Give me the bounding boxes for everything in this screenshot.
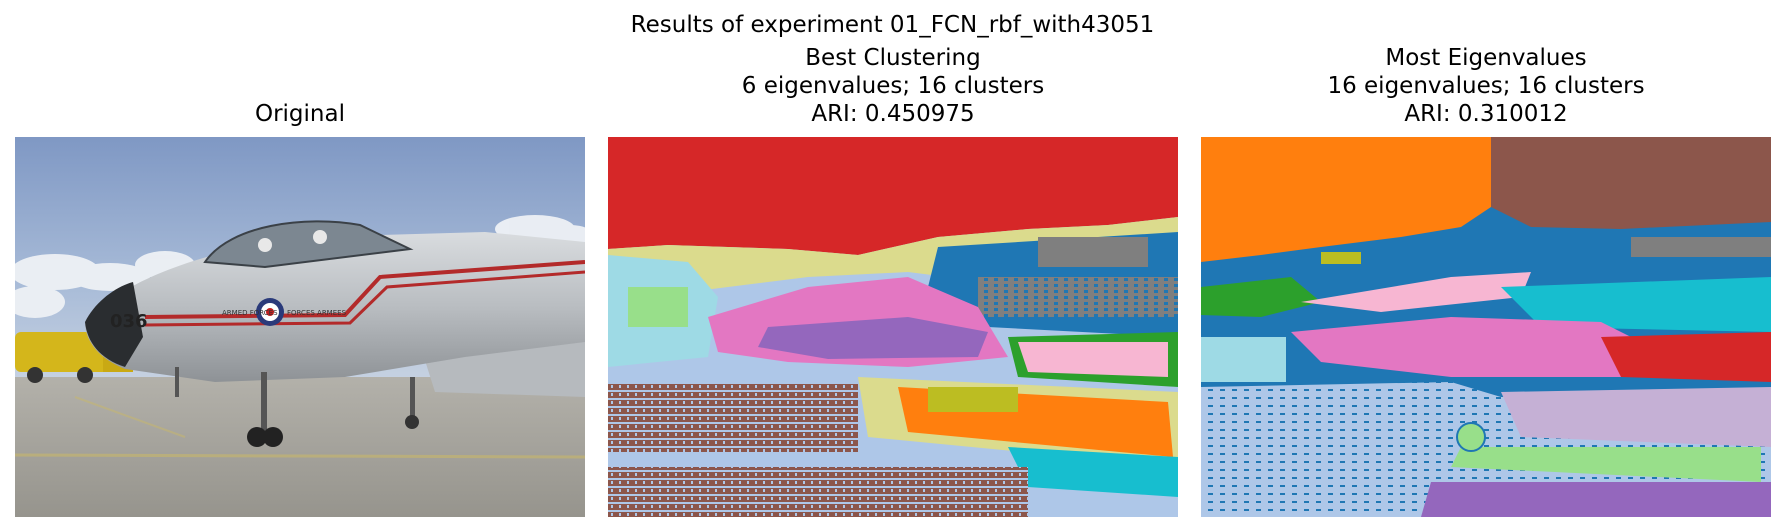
panel-title-original: Original <box>15 100 585 128</box>
original-photo: ARMED FORCES FORCES ARMEES 036 <box>15 137 585 517</box>
nose-cone <box>85 282 143 367</box>
panel-title-line: 6 eigenvalues; 16 clusters <box>741 73 1045 99</box>
panel-title-line: Best Clustering <box>805 45 981 71</box>
panel-title-line: Most Eigenvalues <box>1385 45 1587 71</box>
panel-title-most-eigenvalues: Most Eigenvalues 16 eigenvalues; 16 clus… <box>1201 44 1771 128</box>
roundel <box>256 298 284 326</box>
panel-title-best-clustering: Best Clustering 6 eigenvalues; 16 cluste… <box>608 44 1178 128</box>
panel-title-line: ARI: 0.450975 <box>811 101 975 127</box>
figure-suptitle: Results of experiment 01_FCN_rbf_with430… <box>630 12 1155 38</box>
segmentation-map-best <box>608 137 1178 517</box>
segment-sky-left <box>1201 137 1491 262</box>
canopy <box>203 220 414 269</box>
best-clustering-panel <box>608 137 1178 517</box>
original-image-panel: ARMED FORCES FORCES ARMEES 036 <box>15 137 585 517</box>
panel-title-line: Original <box>254 101 345 127</box>
panel-title-line: 16 eigenvalues; 16 clusters <box>1327 73 1645 99</box>
segment-sky <box>608 137 1178 255</box>
landing-gear <box>175 367 419 447</box>
roundel-text-right: FORCES ARMEES <box>287 309 347 317</box>
segmentation-map-most <box>1201 137 1771 517</box>
segment-sky-right <box>1491 137 1771 229</box>
roundel-text-left: ARMED FORCES <box>222 309 278 317</box>
panel-title-line: ARI: 0.310012 <box>1404 101 1568 127</box>
tail-number: 036 <box>110 311 148 332</box>
tarmac <box>15 377 585 517</box>
most-eigenvalues-panel <box>1201 137 1771 517</box>
